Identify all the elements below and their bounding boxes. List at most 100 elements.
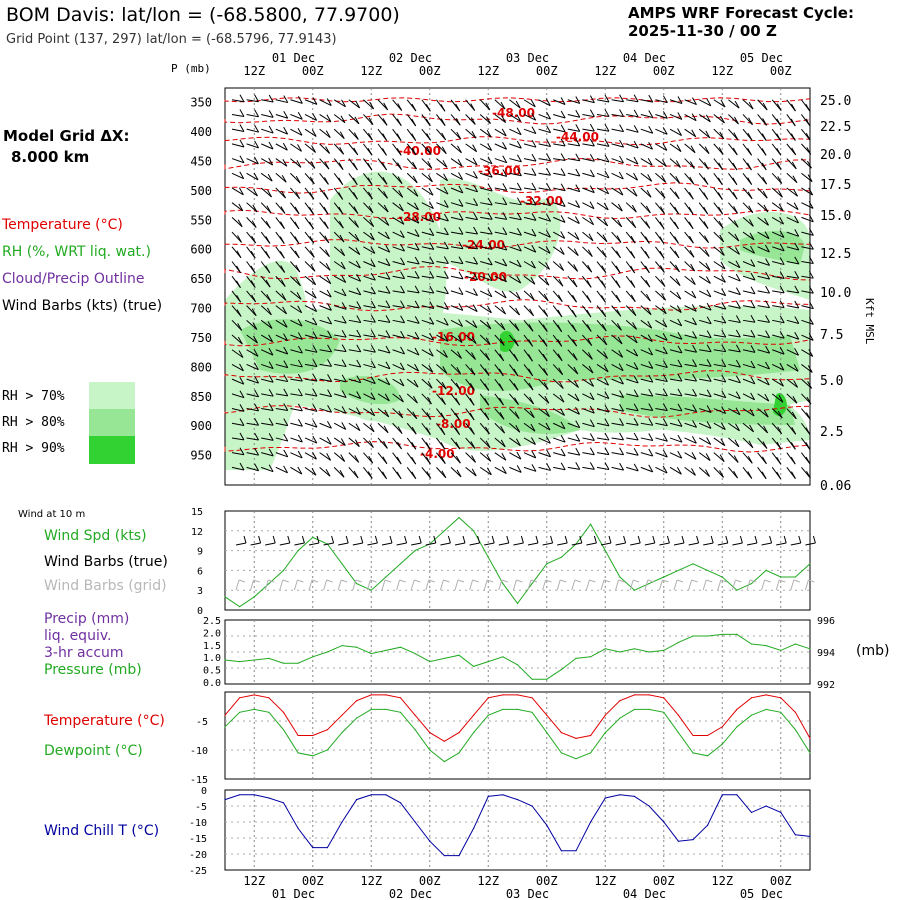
wind-speed-line-point [414,550,416,552]
wind-barb-flag [747,148,753,156]
top-date-label: 01 Dec [272,51,315,65]
wind-barb [596,158,610,163]
wind-barb [261,99,274,103]
wind-barb [436,467,447,479]
dewpoint-line-point [590,752,592,754]
wind-barb [771,202,784,212]
height-tick: 20.0 [820,148,851,163]
grid-barb-flag [487,579,494,583]
wind-barb [363,246,376,254]
wind-speed-line-point [648,583,650,585]
wind-barb [421,246,434,250]
wind-barb-flag [367,162,373,171]
wind-barb [582,172,595,178]
wind-chill-label: Wind Chill T (°C) [44,823,160,839]
wind-barb-flag [604,404,610,413]
wind-barb-flag [560,434,566,443]
wind-barb-flag [808,349,814,357]
wind-barb [407,246,420,251]
wind-barb [275,422,288,427]
wind-barb-flag [370,392,376,400]
wind-barb-flag [721,359,727,367]
wind-barb [231,393,245,399]
wind-chill-line-point [429,840,431,842]
wind-barb-flag [473,288,478,296]
grid-barb-flag [749,579,757,583]
wind-barb [275,466,288,474]
wind-barb-flag [615,294,621,303]
wind-barb [684,334,697,339]
wind-barb [231,466,245,471]
wind-barb [509,305,520,316]
wind-barb-flag [676,144,682,152]
grid-barb [366,579,371,591]
wind-barb [421,393,432,405]
wind-barb [407,334,420,340]
wind-barb-flag [692,331,698,339]
grid-barb [761,579,766,591]
wind-barb [363,408,375,417]
wind-barb [392,363,405,371]
wind-barb-flag [691,129,697,137]
wind-barb-flag [411,133,417,141]
wind-barb-flag [385,244,391,253]
pressure-line-point [575,657,577,660]
wind-spd-tick: 3 [197,586,203,597]
wind-barb-flag [485,352,490,361]
wind-barb-flag [370,272,376,281]
wind-barb-flag [429,285,435,294]
wind-barb [655,437,668,442]
grid-barb-flag [779,579,786,583]
wind-barb-flag [633,463,639,472]
wind-barb [611,231,622,243]
wind-barb [728,231,740,242]
wind-barb [742,114,753,126]
wind-barb [742,305,756,309]
surface-barb-flag [579,535,583,544]
wind-barb [494,143,507,150]
wind-chill-line-point [663,821,665,823]
wind-barb-flag [400,243,405,252]
wind-barb-flag [485,102,491,111]
wind-barb [465,231,478,235]
wind-barb-flag [383,102,389,111]
wind-barb-flag [794,347,799,356]
wind-barb [465,261,478,265]
wind-barb-flag [604,154,610,163]
wind-barb [509,216,522,221]
wind-barb-flag [721,406,727,414]
surface-barb-flag [418,535,422,544]
wind-barb [421,216,434,223]
wind-chill-line-point [721,794,723,796]
wind-barb-flag [472,304,478,312]
wind-barb-flag [748,219,754,227]
wind-barb-flag [659,236,665,244]
wind-barb [494,187,507,191]
wind-barb [684,305,697,312]
wind-barb-flag [382,162,388,171]
surface-wind-barbs [235,535,816,591]
wind-barb [261,128,274,134]
wind-barb-flag [750,272,756,281]
wind-barb-flag [573,248,579,256]
wind-barb-flag [513,368,519,377]
wind-barb-flag [429,242,435,250]
wind-barb [786,172,798,184]
wind-barb-flag [574,232,580,240]
wind-barb [582,349,593,360]
wind-barb [523,275,536,285]
wind-barb-flag [283,449,289,458]
wind-barb-flag [586,309,592,318]
wind-barb [319,393,332,398]
wind-barb-flag [531,182,537,191]
wind-barb [713,363,726,368]
wind-barb [421,349,434,357]
wind-barb [348,275,361,282]
wind-barb-flag [268,125,274,134]
wind-barb [261,113,274,118]
dewpoint-line-point [516,708,519,711]
wind-barb [786,319,799,324]
wind-barb-flag [808,214,814,223]
wind-barb-flag [531,126,537,134]
wind-barb-flag [398,410,404,419]
